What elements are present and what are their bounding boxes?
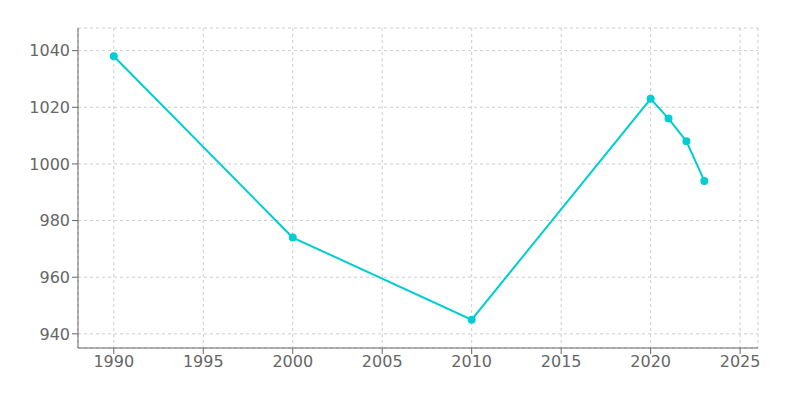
svg-text:1995: 1995 <box>183 352 224 371</box>
svg-text:1990: 1990 <box>93 352 134 371</box>
svg-text:2015: 2015 <box>541 352 582 371</box>
svg-text:960: 960 <box>39 268 70 287</box>
svg-text:940: 940 <box>39 325 70 344</box>
svg-text:1040: 1040 <box>29 41 70 60</box>
svg-text:2000: 2000 <box>272 352 313 371</box>
svg-text:2020: 2020 <box>630 352 671 371</box>
svg-text:1000: 1000 <box>29 155 70 174</box>
svg-text:2010: 2010 <box>451 352 492 371</box>
svg-text:1020: 1020 <box>29 98 70 117</box>
svg-text:2025: 2025 <box>720 352 761 371</box>
svg-text:2005: 2005 <box>362 352 403 371</box>
svg-text:980: 980 <box>39 211 70 230</box>
